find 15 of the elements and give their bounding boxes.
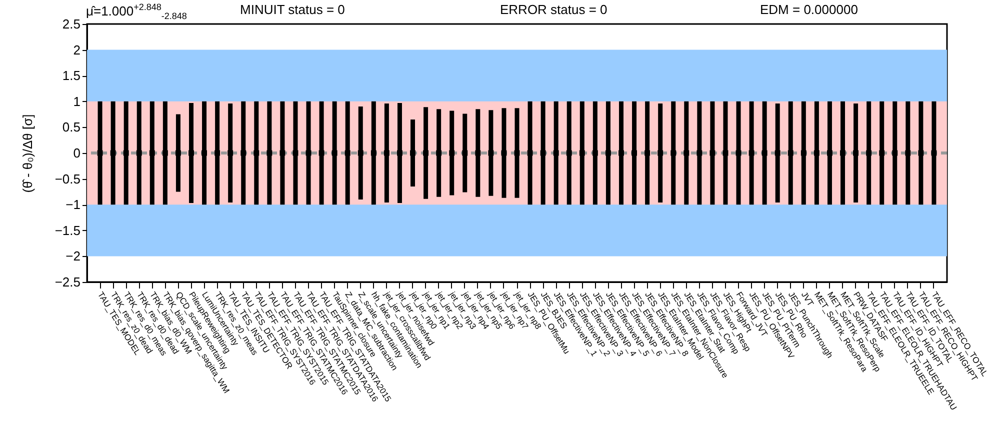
y-tick-label: −0.5: [54, 171, 80, 186]
text: MINUIT status = 0: [240, 2, 345, 17]
y-tick-label: 0.5: [62, 120, 80, 135]
y-tick-label: −2.5: [54, 274, 80, 290]
y-tick-label: 1: [73, 94, 80, 109]
y-tick-label: 2: [73, 42, 80, 58]
y-axis-title: (θ̂ - θ₀)/Δθ [σ]: [20, 114, 35, 193]
y-tick-label: 0: [73, 146, 80, 160]
y-tick-label: 1.5: [62, 68, 80, 84]
y-tick-label: −1.5: [54, 222, 80, 238]
y-tick-label: −1: [66, 197, 80, 212]
y-tick-label: −2: [66, 248, 80, 264]
text: ERROR status = 0: [500, 2, 608, 17]
y-tick-label: 2.5: [62, 16, 80, 32]
text: EDM = 0.000000: [760, 2, 858, 17]
